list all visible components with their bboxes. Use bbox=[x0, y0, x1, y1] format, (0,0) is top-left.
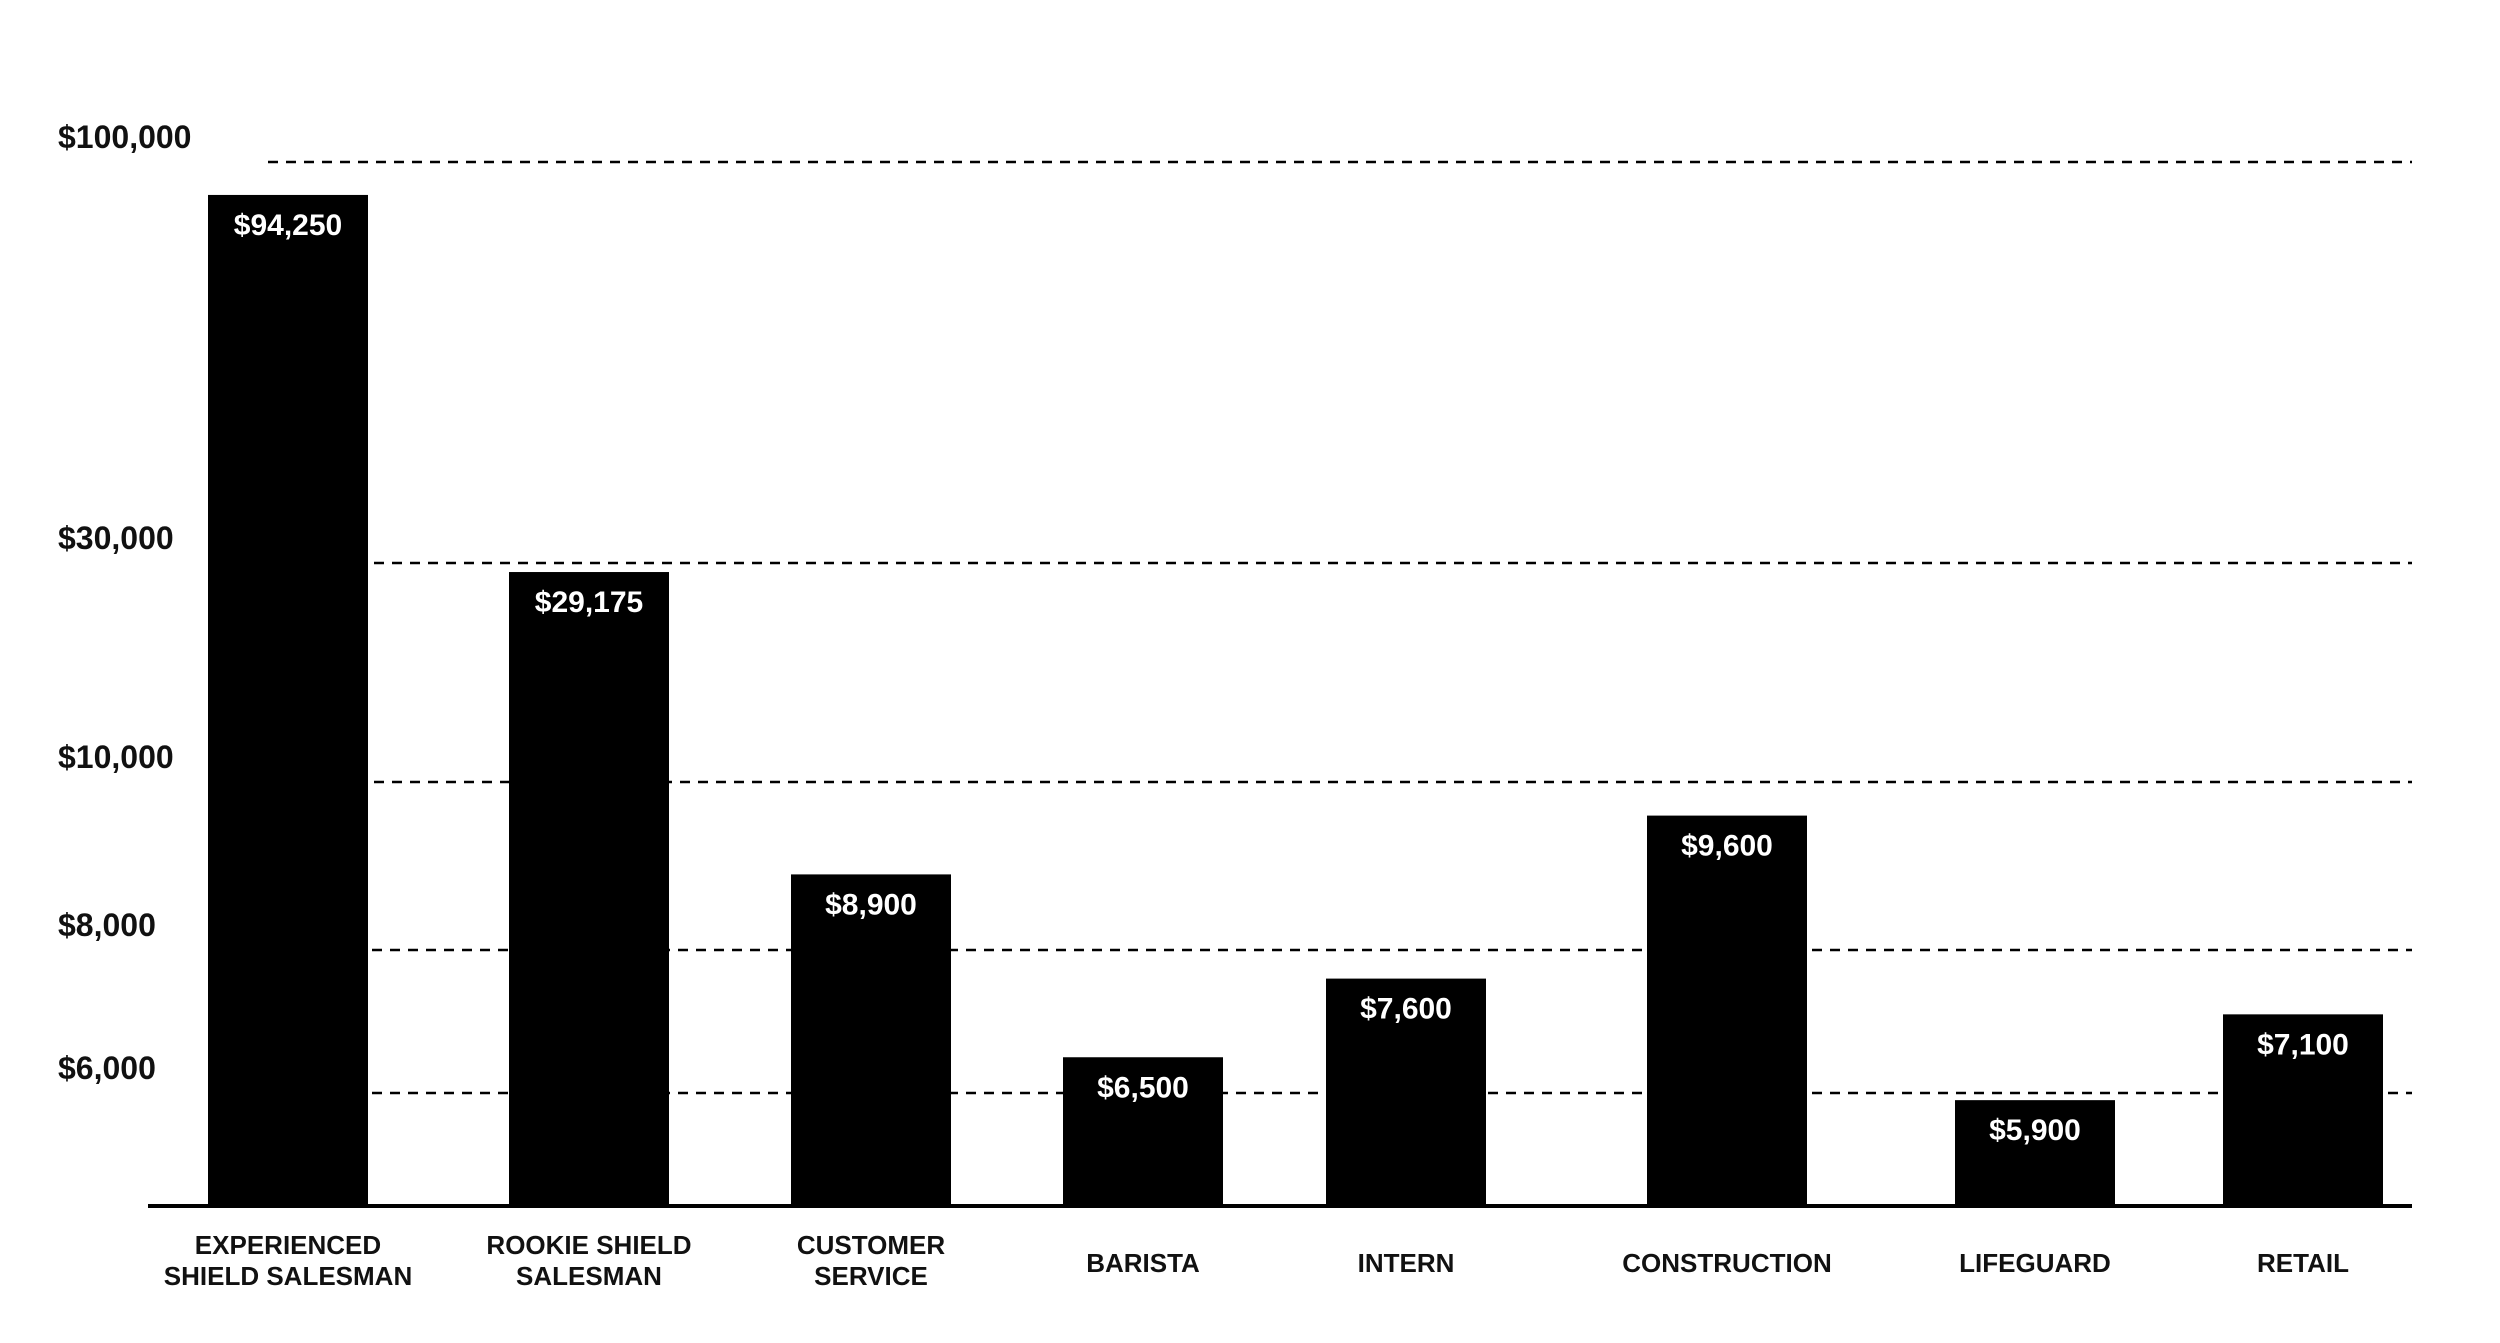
category-label: RETAIL bbox=[2257, 1248, 2349, 1278]
x-axis-category-labels: EXPERIENCED SHIELD SALESMAN ROOKIE SHIELD S… bbox=[164, 1230, 2349, 1291]
bar bbox=[1326, 978, 1486, 1206]
y-tick-label: $100,000 bbox=[58, 119, 191, 155]
bar-value-label: $8,900 bbox=[825, 888, 917, 921]
bar-value-label: $5,900 bbox=[1989, 1114, 2081, 1147]
bar bbox=[1063, 1057, 1223, 1206]
category-label: CUSTOMER SERVICE bbox=[797, 1230, 946, 1291]
y-tick-label: $6,000 bbox=[58, 1050, 156, 1086]
category-label: BARISTA bbox=[1086, 1248, 1200, 1278]
bar-value-label: $94,250 bbox=[234, 209, 342, 242]
category-label: CONSTRUCTION bbox=[1622, 1248, 1831, 1278]
bars: $94,250 $29,175 $8,900 $6,500 $7,600 $9,600 $5… bbox=[208, 194, 2383, 1207]
category-label: LIFEGUARD bbox=[1959, 1248, 2111, 1278]
bar-value-label: $6,500 bbox=[1097, 1071, 1189, 1104]
y-tick-label: $10,000 bbox=[58, 739, 174, 775]
y-axis-tick-labels: $6,000 $8,000 $10,000 $30,000 $100,000 bbox=[58, 119, 191, 1086]
bar bbox=[1647, 815, 1807, 1206]
bar bbox=[1955, 1100, 2115, 1206]
bar bbox=[791, 874, 951, 1206]
bar bbox=[208, 194, 368, 1207]
category-label: INTERN bbox=[1358, 1248, 1455, 1278]
bar bbox=[2223, 1014, 2383, 1206]
bar-value-label: $29,175 bbox=[535, 586, 643, 619]
bar-value-label: $7,600 bbox=[1360, 993, 1452, 1026]
category-label: ROOKIE SHIELD SALESMAN bbox=[486, 1230, 691, 1291]
y-tick-label: $30,000 bbox=[58, 520, 174, 556]
bar-value-label: $9,600 bbox=[1681, 830, 1773, 863]
bar bbox=[509, 572, 669, 1206]
y-tick-label: $8,000 bbox=[58, 907, 156, 943]
bar-value-label: $7,100 bbox=[2257, 1028, 2349, 1061]
category-label: EXPERIENCED SHIELD SALESMAN bbox=[164, 1230, 412, 1291]
